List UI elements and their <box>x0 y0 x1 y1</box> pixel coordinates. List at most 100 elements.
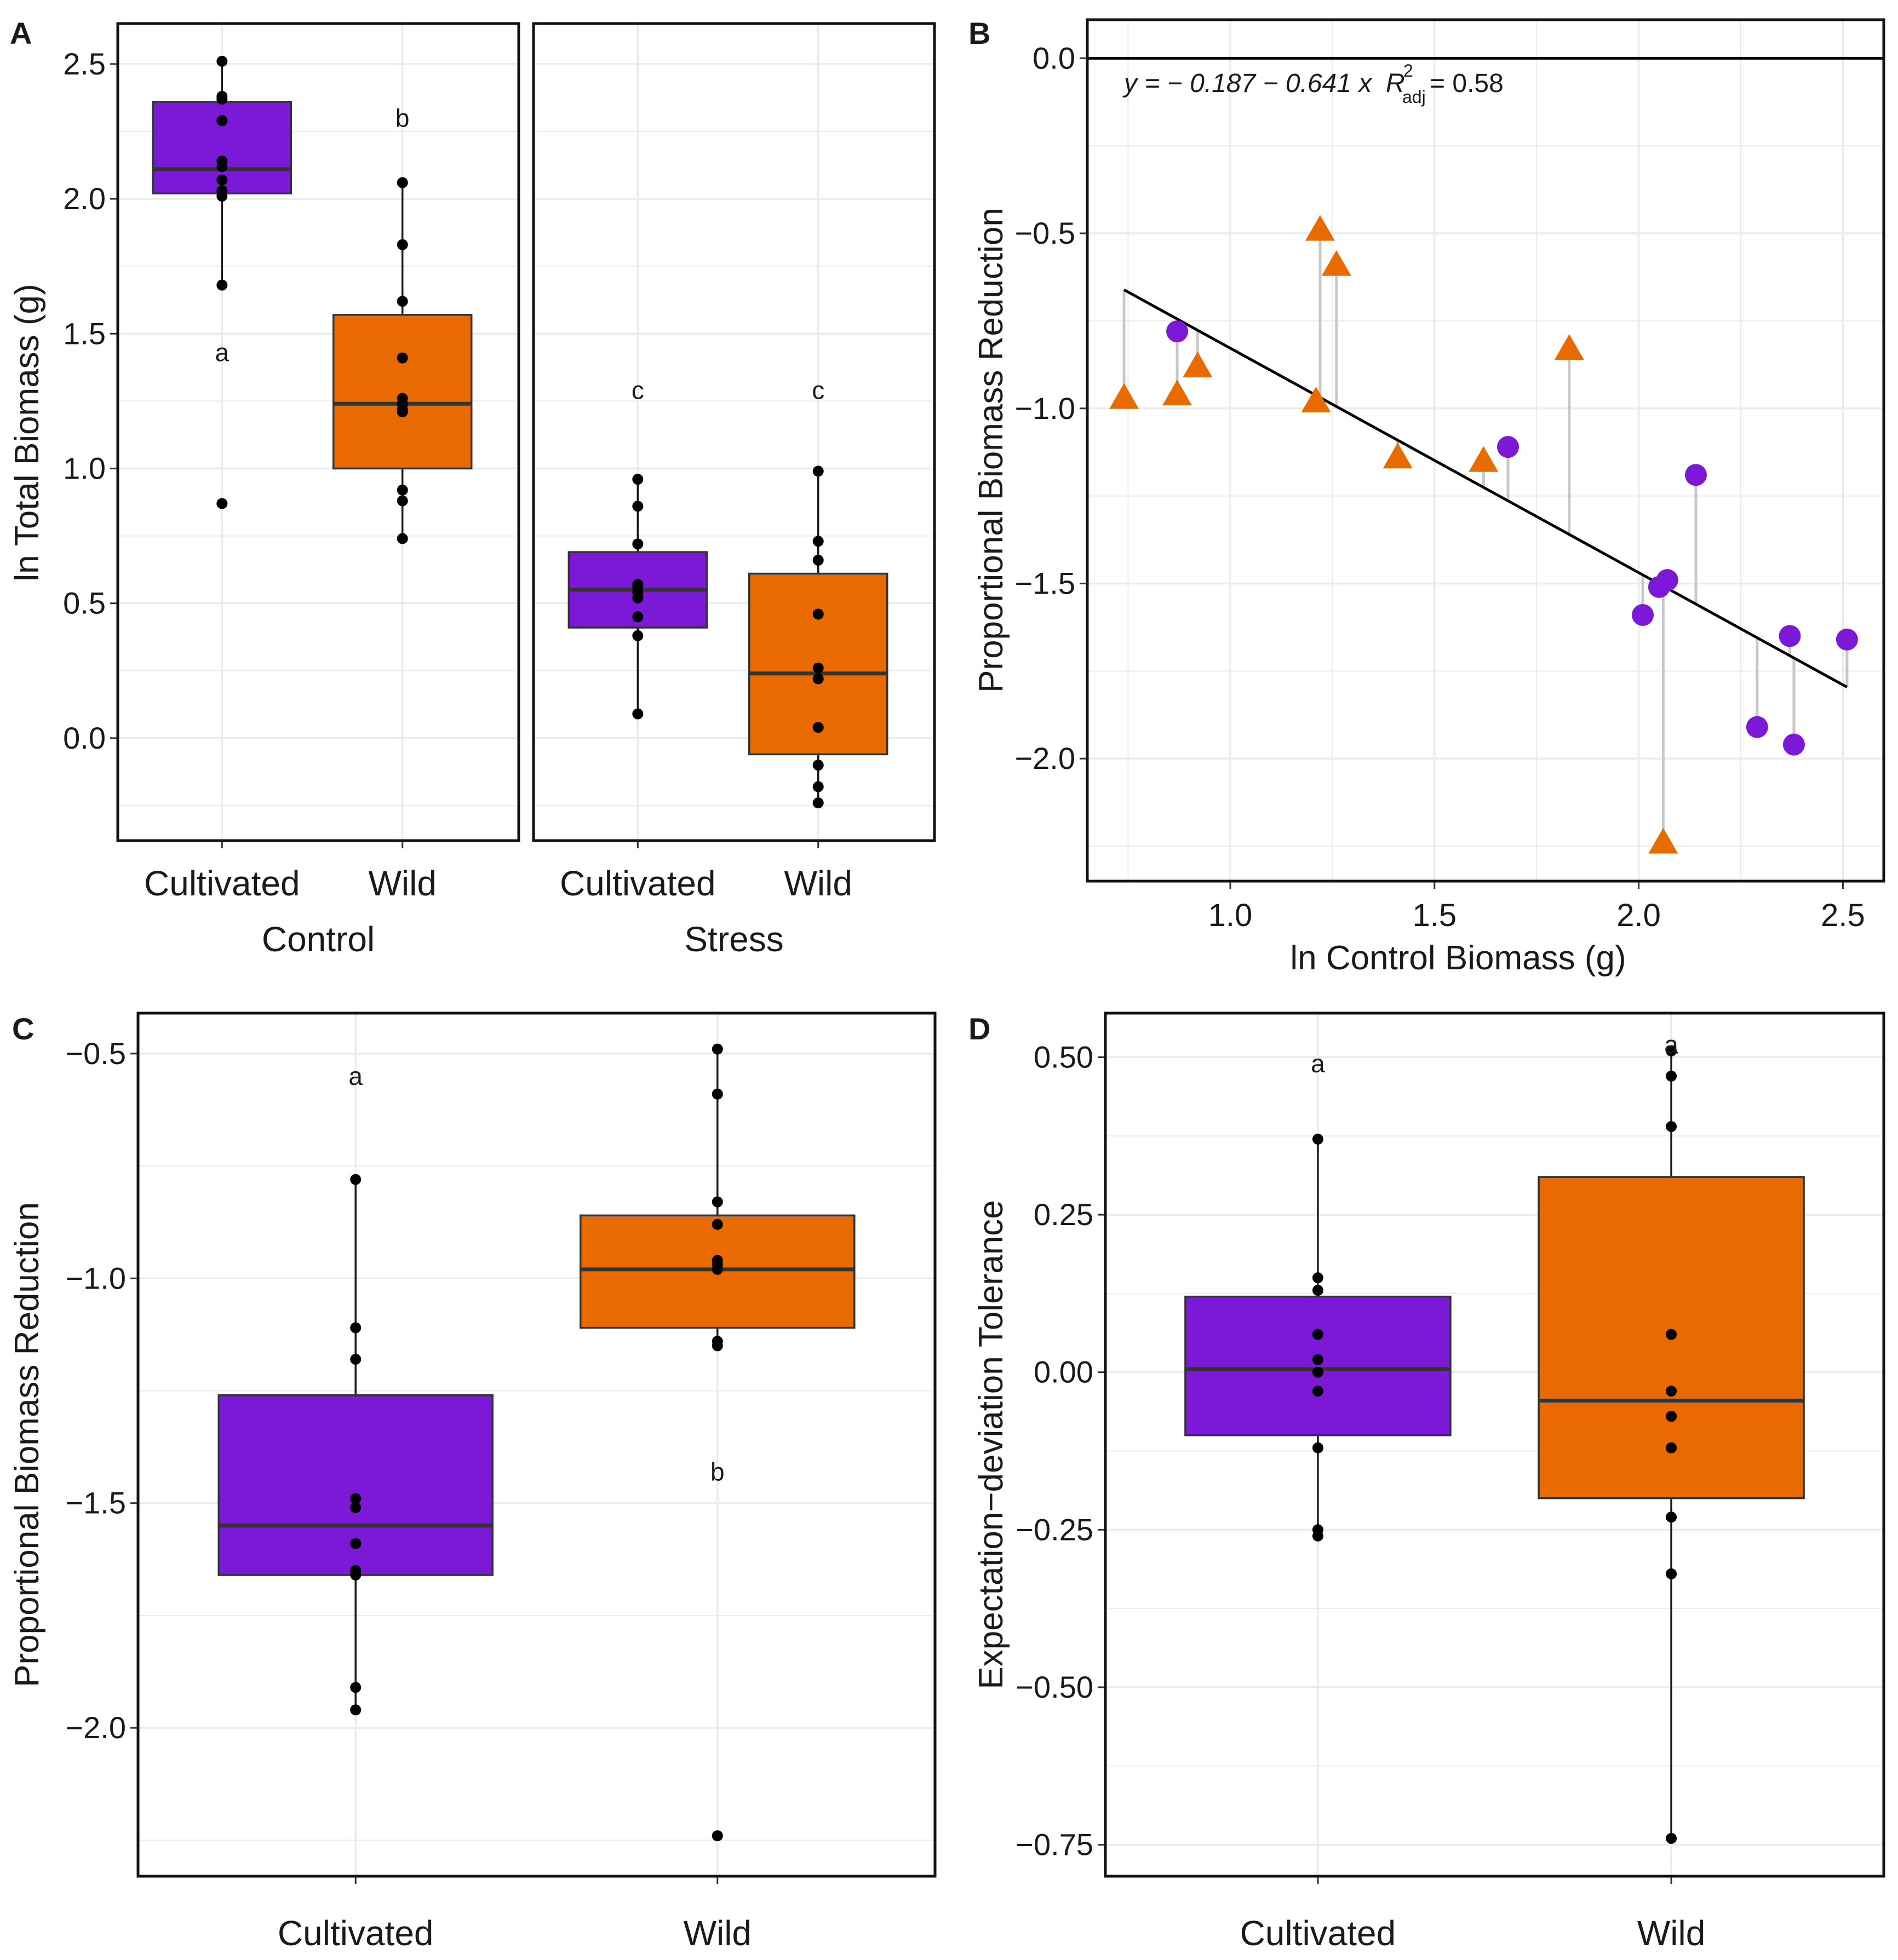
panel-a-wild-data-point <box>397 352 408 364</box>
panel-d-cultivated-data-point <box>1312 1272 1323 1284</box>
panel-c-wild-data-point <box>712 1218 723 1230</box>
panel-c-cultivated-significance-letter: a <box>348 1062 363 1090</box>
panel-c-cultivated-data-point <box>350 1322 362 1334</box>
panel-d-wild-data-point <box>1666 1045 1677 1057</box>
panel-b-equation-sub: adj <box>1402 87 1426 107</box>
panel-b-point-cultivated <box>1632 604 1654 626</box>
panel-c-cultivated-data-point <box>350 1354 362 1365</box>
panel-a-wild-significance-letter: c <box>812 376 824 405</box>
panel-b-regression-line <box>1123 289 1848 688</box>
panel-c-wild-data-point <box>712 1043 723 1055</box>
panel-a-cultivated-data-point <box>216 498 228 509</box>
panel-c: C −0.5 −1.0 −1.5 −2.0 a Cultivated b Wild Proport… <box>8 1011 937 1953</box>
panel-b-point-cultivated <box>1656 569 1678 591</box>
panel-c-cultivated-data-point <box>350 1502 362 1513</box>
panel-d-x-tick-label: Wild <box>1637 1913 1705 1953</box>
panel-a-cultivated-significance-letter: c <box>632 376 644 405</box>
panel-a-x-tick-label: Cultivated <box>144 864 300 903</box>
panel-b-point-cultivated <box>1746 716 1768 738</box>
panel-b-equation: y = − 0.187 − 0.641 x R2 adj = 0.58 <box>1122 61 1504 107</box>
panel-a-y-tick-label: 2.0 <box>63 181 106 216</box>
panel-b-y-tick-label: −1.5 <box>1014 566 1075 600</box>
panel-a-cultivated-data-point <box>216 115 228 127</box>
panel-a-cultivated-data-point <box>216 55 228 67</box>
panel-b-y-tick-label: −0.5 <box>1014 216 1075 250</box>
panel-d-y-tick-label: 0.50 <box>1034 1040 1093 1074</box>
panel-b-equation-lhs: y = − 0.187 − 0.641 x <box>1122 69 1373 98</box>
panel-d-y-tick-label: −0.75 <box>1016 1827 1093 1861</box>
panel-b-point-wild <box>1301 386 1331 412</box>
panel-b-y-tick-label: −2.0 <box>1014 741 1075 775</box>
panel-a: Aln Total Biomass (g) 0.0 0.5 1.0 1.5 2.0 2.5 a… <box>8 16 936 959</box>
panel-b-x-tick-label: 2.0 <box>1616 898 1661 933</box>
panel-b-point-wild <box>1305 215 1335 241</box>
panel-a-y-tick-label: 2.5 <box>63 47 106 81</box>
panel-a-cultivated-data-point <box>216 174 228 186</box>
panel-c-wild-data-point <box>712 1340 723 1352</box>
panel-a-y-tick-label: 1.0 <box>63 451 106 485</box>
panel-a-cultivated-data-point <box>216 191 228 202</box>
panel-b-x-tick-label: 1.0 <box>1208 898 1253 933</box>
panel-b-point-cultivated <box>1166 320 1189 343</box>
panel-b-point-wild <box>1109 383 1139 409</box>
panel-a-y-tick-label: 1.5 <box>63 316 106 350</box>
panel-a-wild-data-point <box>812 722 824 733</box>
panel-c-x-tick-label: Wild <box>684 1913 752 1953</box>
panel-d-cultivated-data-point <box>1312 1329 1323 1340</box>
panel-d-cultivated-significance-letter: a <box>1311 1049 1325 1078</box>
panel-a-cultivated-significance-letter: a <box>215 338 230 367</box>
panel-c-cultivated-data-point <box>350 1682 362 1693</box>
panel-c-cultivated-data-point <box>350 1570 362 1581</box>
panel-a-wild-box <box>332 314 473 470</box>
panel-b-border <box>1086 18 1885 883</box>
panel-c-y-axis-title: Proportional Biomass Reduction <box>8 1202 46 1687</box>
panel-d-cultivated-box <box>1184 1295 1452 1436</box>
panel-d-wild-significance-letter: a <box>1664 1031 1678 1059</box>
panel-b-letter: B <box>968 16 990 50</box>
panel-d-y-tick-label: 0.25 <box>1034 1197 1093 1232</box>
panel-c-y-tick-label: −1.5 <box>65 1486 126 1520</box>
panel-a-wild-data-point <box>812 608 824 620</box>
panel-a-cultivated-data-point <box>632 538 644 550</box>
panel-d: D 0.50 0.25 0.00 −0.25 −0.50 −0.75 a Cultivated a… <box>968 1011 1885 1953</box>
panel-b-y-tick-label: 0.0 <box>1033 41 1075 75</box>
panel-a-wild-data-point <box>812 554 824 566</box>
panel-a-wild-significance-letter: b <box>395 104 410 132</box>
panel-a-facet-label: Control <box>262 919 375 959</box>
panel-a-wild-data-point <box>812 465 824 477</box>
panel-c-cultivated-data-point <box>350 1704 362 1716</box>
panel-d-wild-data-point <box>1666 1832 1677 1844</box>
panel-c-cultivated-data-point <box>350 1493 362 1504</box>
panel-b-x-tick-label: 2.5 <box>1821 898 1865 933</box>
panel-a-cultivated-data-point <box>632 592 644 603</box>
panel-b-x-tick-label: 1.5 <box>1412 898 1457 933</box>
panel-a-cultivated-data-point <box>632 708 644 720</box>
panel-b-y-tick-label: −1.0 <box>1014 391 1075 426</box>
panel-c-wild-significance-letter: b <box>710 1457 725 1486</box>
panel-b-equation-r: R <box>1386 69 1405 98</box>
panel-a-wild-data-point <box>397 495 408 507</box>
panel-d-wild-data-point <box>1666 1386 1677 1397</box>
panel-b-point-wild <box>1648 827 1678 854</box>
panel-a-facet-control: a Cultivated b Wild Control <box>116 22 520 959</box>
panel-b-point-wild <box>1162 380 1192 406</box>
panel-b-y-axis-title: Proportional Biomass Reduction <box>972 208 1010 693</box>
panel-b: B 1.0 1.5 2.0 2.5 0.0 −0.5 −1.0 −1.5 −2.0 y = − 0.… <box>968 16 1885 977</box>
panel-b-x-axis-title: ln Control Biomass (g) <box>1290 939 1626 977</box>
panel-d-cultivated-data-point <box>1312 1442 1323 1453</box>
panel-d-wild-data-point <box>1666 1411 1677 1422</box>
panel-a-cultivated-data-point <box>632 474 644 485</box>
panel-d-cultivated-data-point <box>1312 1386 1323 1397</box>
panel-b-point-cultivated <box>1497 436 1519 458</box>
panel-d-wild-data-point <box>1666 1511 1677 1523</box>
panel-a-wild-data-point <box>812 760 824 771</box>
panel-b-equation-rhs: = 0.58 <box>1430 69 1504 98</box>
panel-b-point-wild <box>1383 442 1413 469</box>
panel-a-wild-data-point <box>812 781 824 792</box>
panel-b-point-wild <box>1321 250 1351 276</box>
panel-d-y-tick-label: −0.25 <box>1016 1512 1093 1547</box>
panel-a-wild-data-point <box>397 484 408 496</box>
panel-a-x-tick-label: Wild <box>369 864 437 903</box>
